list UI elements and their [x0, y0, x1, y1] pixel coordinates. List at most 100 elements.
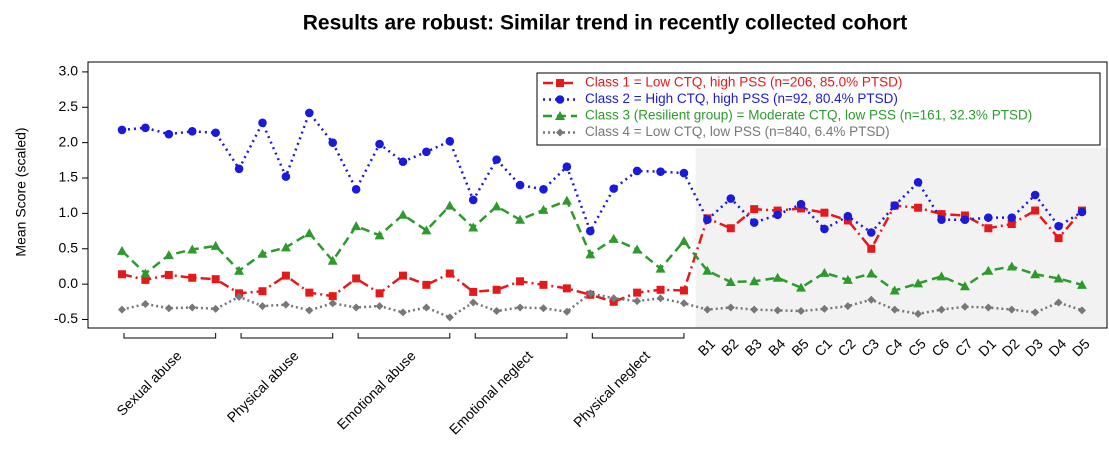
legend-label: Class 2 = High CTQ, high PSS (n=92, 80.4…: [585, 91, 898, 106]
data-point: [913, 177, 923, 187]
data-point: [937, 210, 946, 219]
data-point: [679, 168, 689, 178]
data-point: [539, 280, 548, 289]
data-point: [398, 271, 407, 280]
data-point: [820, 208, 829, 217]
data-point: [422, 303, 431, 312]
x-tick-label: B4: [765, 335, 789, 359]
data-point: [679, 286, 688, 295]
data-point: [867, 244, 876, 253]
data-point: [188, 303, 197, 312]
data-point: [678, 235, 689, 245]
y-tick-label: 3.0: [59, 63, 79, 79]
data-point: [586, 289, 595, 298]
group-label: Emotional abuse: [334, 347, 419, 432]
data-point: [141, 299, 150, 308]
data-point: [234, 164, 244, 174]
data-point: [258, 118, 267, 128]
data-point: [656, 294, 665, 303]
data-point: [959, 281, 970, 291]
data-point: [211, 275, 220, 284]
data-point: [632, 244, 643, 254]
data-point: [374, 230, 385, 240]
data-point: [398, 157, 408, 167]
legend-marker: [556, 128, 564, 137]
group-bracket: [240, 333, 334, 339]
data-point: [890, 201, 899, 210]
data-point: [1007, 305, 1016, 314]
x-tick-label: C2: [835, 335, 859, 359]
data-point: [772, 272, 783, 282]
data-point: [187, 244, 198, 254]
data-point: [820, 304, 829, 313]
data-point: [913, 278, 924, 288]
data-point: [702, 265, 713, 275]
data-point: [679, 299, 688, 308]
data-point: [235, 292, 244, 301]
data-point: [258, 302, 267, 311]
data-point: [820, 224, 829, 234]
x-tick-label: C1: [811, 335, 835, 359]
data-point: [468, 195, 478, 205]
data-point: [539, 185, 548, 194]
data-point: [1007, 213, 1017, 222]
x-tick-label: D5: [1069, 335, 1093, 359]
data-point: [351, 185, 361, 194]
y-tick-label: -0.5: [54, 310, 78, 326]
data-point: [375, 302, 384, 311]
group-bracket: [123, 333, 217, 339]
data-point: [328, 299, 337, 308]
legend-label: Class 1 = Low CTQ, high PSS (n=206, 85.0…: [585, 75, 902, 90]
data-point: [937, 215, 946, 225]
data-point: [914, 203, 923, 212]
data-point: [866, 228, 876, 237]
data-point: [492, 285, 501, 294]
data-point: [656, 285, 665, 294]
data-point: [281, 271, 290, 280]
data-point: [117, 125, 127, 135]
data-point: [609, 184, 619, 193]
data-point: [257, 248, 268, 258]
data-point: [516, 277, 525, 286]
x-tick-label: C5: [905, 335, 929, 359]
data-point: [1030, 269, 1041, 279]
data-point: [633, 288, 642, 297]
data-point: [889, 285, 900, 295]
data-point: [773, 210, 782, 220]
data-point: [118, 270, 126, 279]
data-point: [562, 162, 572, 172]
data-point: [633, 297, 642, 306]
x-tick-label: C3: [858, 335, 882, 359]
data-point: [984, 213, 993, 222]
data-point: [516, 303, 525, 312]
data-point: [187, 127, 197, 136]
data-point: [117, 245, 127, 255]
data-point: [118, 305, 126, 314]
data-point: [632, 166, 642, 176]
group-bracket: [357, 333, 451, 339]
data-point: [1054, 298, 1063, 307]
data-point: [515, 214, 526, 224]
data-point: [562, 307, 571, 316]
y-tick-label: 1.5: [59, 169, 79, 185]
data-point: [1078, 306, 1086, 315]
data-point: [866, 268, 877, 278]
data-point: [491, 201, 502, 211]
data-point: [1077, 207, 1087, 217]
data-point: [539, 304, 548, 313]
data-point: [211, 128, 220, 138]
data-point: [492, 155, 501, 164]
x-tick-label: B2: [718, 335, 742, 359]
data-point: [328, 138, 338, 147]
x-tick-label: B5: [788, 335, 812, 359]
data-point: [445, 136, 455, 146]
y-axis-label: Mean Score (scaled): [13, 127, 29, 256]
data-point: [422, 147, 431, 157]
data-point: [351, 221, 362, 231]
data-point: [164, 270, 173, 279]
group-label: Physical neglect: [570, 347, 653, 430]
data-point: [210, 240, 221, 250]
x-tick-label: B3: [742, 335, 766, 359]
data-point: [656, 167, 665, 176]
